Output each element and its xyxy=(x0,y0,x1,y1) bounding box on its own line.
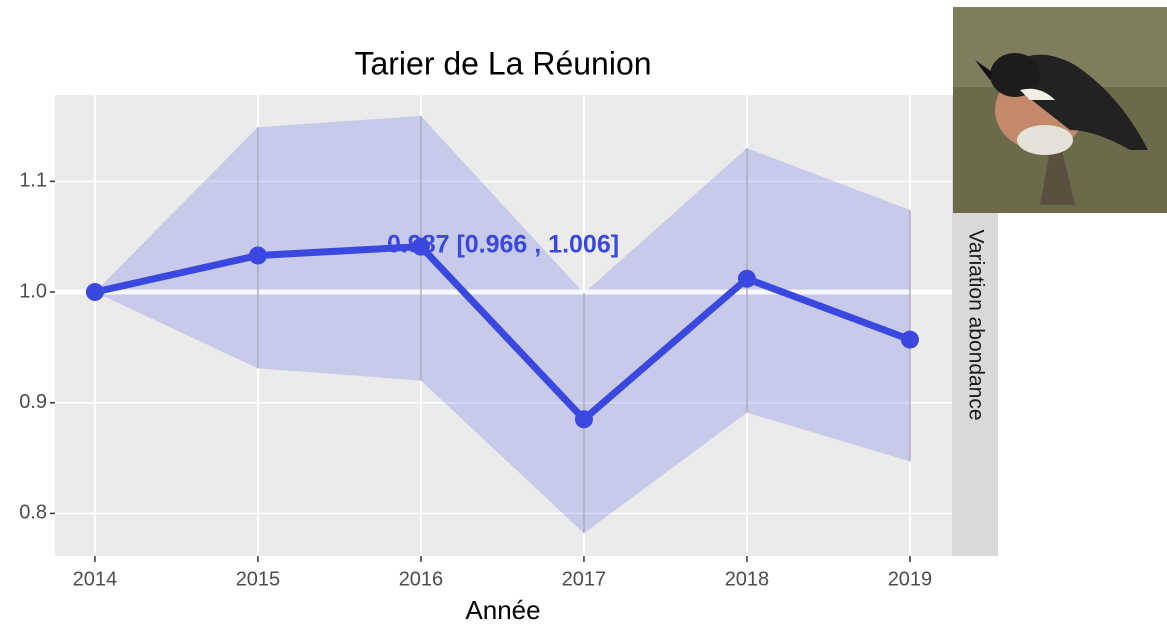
data-point xyxy=(738,270,756,288)
data-point xyxy=(901,331,919,349)
x-axis-title: Année xyxy=(465,595,540,625)
y-tick-label: 1.1 xyxy=(19,170,47,192)
facet-label: Variation abondance xyxy=(964,229,987,420)
page: Tarier de La Réunion Année Variation abo… xyxy=(0,0,1167,628)
bird-photo xyxy=(953,7,1167,213)
y-tick-label: 1.0 xyxy=(19,280,47,302)
x-tick-label: 2016 xyxy=(399,568,444,590)
data-point xyxy=(575,410,593,428)
x-tick-label: 2014 xyxy=(73,568,118,590)
x-tick-label: 2017 xyxy=(562,568,607,590)
annotation: 0.987 [0.966 , 1.006] xyxy=(387,231,619,259)
chart-title: Tarier de La Réunion xyxy=(354,45,651,81)
data-point xyxy=(86,283,104,301)
x-tick-label: 2019 xyxy=(888,568,933,590)
data-point xyxy=(249,246,267,264)
x-tick-label: 2018 xyxy=(725,568,770,590)
chart: Tarier de La Réunion Année Variation abo… xyxy=(0,0,1167,628)
x-tick-label: 2015 xyxy=(236,568,281,590)
y-tick-label: 0.9 xyxy=(19,391,47,413)
y-tick-label: 0.8 xyxy=(19,502,47,524)
